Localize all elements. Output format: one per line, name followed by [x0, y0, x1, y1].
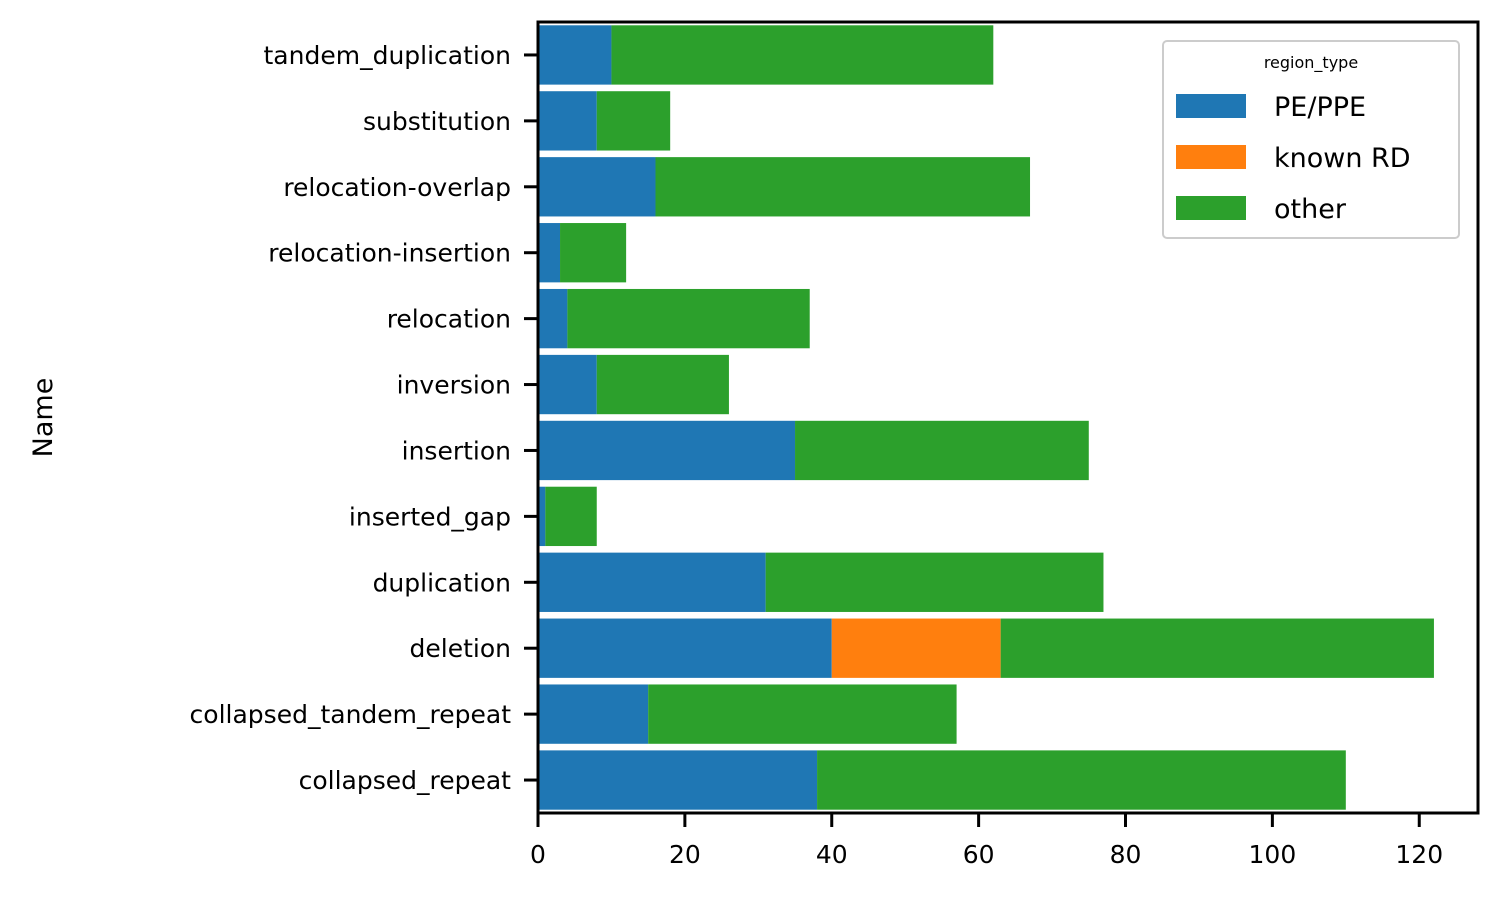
- bar-inversion-series-0: [538, 354, 597, 415]
- bar-inserted_gap-series-2: [545, 486, 597, 547]
- bar-substitution-series-0: [538, 91, 597, 151]
- bar-relocation-overlap-series-2: [655, 157, 1031, 217]
- bar-tandem_duplication-series-2: [611, 25, 994, 85]
- x-tick-label: 80: [1110, 840, 1142, 869]
- y-axis-title: Name: [28, 378, 59, 458]
- y-tick-label: deletion: [410, 634, 511, 663]
- bar-inserted_gap-series-0: [538, 486, 546, 547]
- bar-collapsed_tandem_repeat-series-2: [648, 684, 957, 744]
- bar-collapsed_repeat-series-2: [817, 750, 1346, 810]
- bar-tandem_duplication-series-0: [538, 25, 612, 85]
- x-tick-label: 120: [1395, 840, 1443, 869]
- x-tick-label: 0: [530, 840, 546, 869]
- y-tick-label: inserted_gap: [349, 502, 511, 531]
- bar-deletion-series-0: [538, 618, 832, 678]
- x-axis: 0 20 40 60 80 100 120: [530, 813, 1443, 869]
- bar-collapsed_repeat-series-0: [538, 750, 818, 810]
- x-tick-label: 40: [816, 840, 848, 869]
- y-tick-label: collapsed_repeat: [299, 766, 512, 795]
- bar-inversion-series-2: [596, 354, 729, 415]
- legend-label-0: PE/PPE: [1274, 92, 1366, 123]
- legend-box: [1162, 40, 1460, 239]
- bar-collapsed_tandem_repeat-series-0: [538, 684, 649, 744]
- bar-duplication-series-2: [765, 552, 1104, 612]
- y-tick-label: substitution: [363, 107, 511, 136]
- bar-relocation-insertion-series-2: [560, 223, 627, 283]
- plot-frame: [536, 20, 1480, 815]
- bar-deletion-series-2: [1000, 618, 1434, 678]
- bar-duplication-series-0: [538, 552, 766, 612]
- y-tick-label: inversion: [397, 371, 511, 400]
- bars-group: [538, 25, 1434, 810]
- bar-relocation-series-0: [538, 288, 568, 349]
- bar-insertion-series-2: [795, 420, 1089, 481]
- y-tick-label: tandem_duplication: [264, 41, 512, 70]
- x-tick-label: 60: [963, 840, 995, 869]
- legend-label-1: known RD: [1274, 143, 1411, 174]
- y-tick-label: relocation-insertion: [268, 239, 511, 268]
- y-tick-label: insertion: [402, 436, 511, 465]
- y-tick-label: duplication: [373, 568, 511, 597]
- y-tick-label: relocation: [387, 305, 511, 334]
- x-tick-label: 20: [669, 840, 701, 869]
- legend-items: PE/PPE known RD other: [1176, 92, 1411, 225]
- bar-substitution-series-2: [596, 91, 671, 151]
- bar-deletion-series-1: [831, 618, 1001, 678]
- x-tick-label: 100: [1249, 840, 1297, 869]
- y-tick-label: collapsed_tandem_repeat: [190, 700, 512, 729]
- y-tick-label: relocation-overlap: [283, 173, 511, 202]
- bar-relocation-insertion-series-0: [538, 223, 561, 283]
- legend-title: region_type: [1264, 53, 1358, 73]
- legend: region_type PE/PPE known RD other: [1162, 40, 1460, 239]
- legend-label-2: other: [1274, 194, 1347, 225]
- y-axis: tandem_duplication substitution relocation…: [190, 41, 538, 795]
- bar-relocation-overlap-series-0: [538, 157, 656, 217]
- legend-swatch-0: [1176, 94, 1246, 118]
- bar-relocation-series-2: [567, 288, 810, 349]
- legend-swatch-2: [1176, 196, 1246, 220]
- legend-swatch-1: [1176, 145, 1246, 169]
- bar-insertion-series-0: [538, 420, 796, 481]
